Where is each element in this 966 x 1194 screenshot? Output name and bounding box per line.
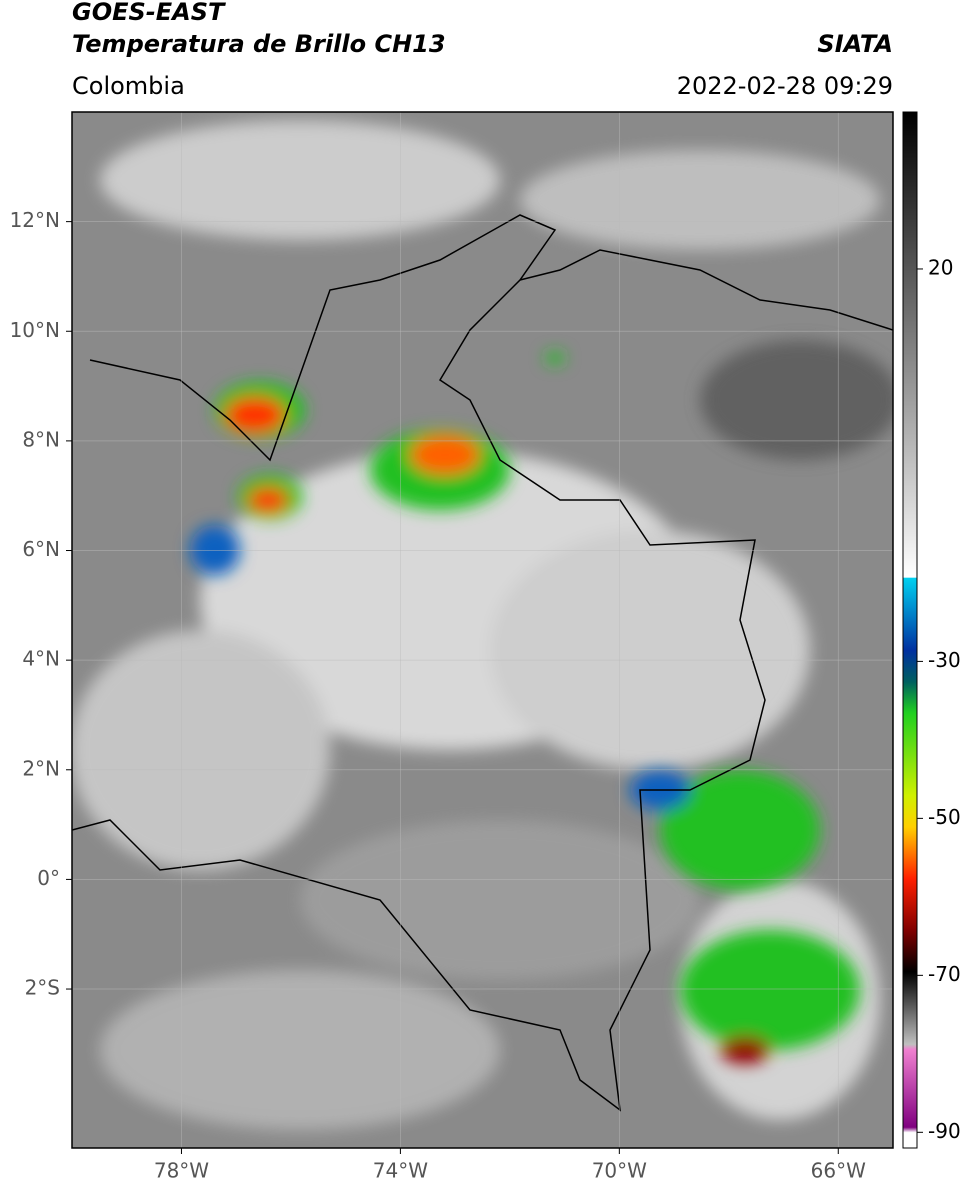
colorbar-tick-label: -90	[928, 1119, 961, 1143]
y-tick-label: 12°N	[10, 208, 60, 232]
y-tick-label: 0°	[37, 866, 60, 890]
colorbar-tick-label: 20	[928, 255, 953, 279]
colorbar-tick-label: -70	[928, 962, 961, 986]
map-frame	[71, 111, 894, 1149]
x-tick-label: 78°W	[154, 1159, 209, 1183]
y-tick-label: 2°N	[22, 756, 60, 780]
region: Colombia	[72, 72, 185, 100]
y-tick-label: 6°N	[22, 537, 60, 561]
x-tick-label: 74°W	[373, 1159, 428, 1183]
satellite-image	[72, 112, 893, 1148]
colorbar-tick-label: -50	[928, 805, 961, 829]
x-tick-label: 66°W	[811, 1159, 866, 1183]
colorbar-tick-label: -30	[928, 648, 961, 672]
y-tick-label: 4°N	[22, 647, 60, 671]
y-tick-label: 8°N	[22, 427, 60, 451]
colorbar	[902, 111, 918, 1149]
y-tick-label: 2°S	[25, 976, 60, 1000]
x-tick-label: 70°W	[592, 1159, 647, 1183]
source: SIATA	[817, 30, 893, 58]
y-tick-label: 10°N	[10, 318, 60, 342]
datetime: 2022-02-28 09:29	[677, 72, 893, 100]
coastline	[519, 249, 893, 331]
country-borders	[72, 214, 766, 1112]
grid	[72, 112, 893, 1148]
subtitle: Temperatura de Brillo CH13	[72, 30, 446, 58]
title: GOES-EAST	[72, 0, 226, 26]
